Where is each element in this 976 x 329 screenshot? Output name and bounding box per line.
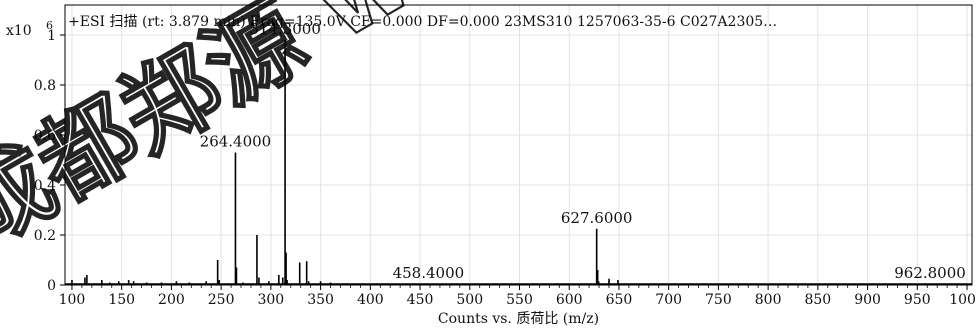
x-tick-label: 350 bbox=[307, 292, 334, 308]
x-tick-label: 100 bbox=[59, 292, 86, 308]
x-tick-label: 850 bbox=[804, 292, 831, 308]
x-tick-label: 150 bbox=[108, 292, 135, 308]
x-axis-ticks: 100 150 200 250 300 350 400 450 500 550 600 650 700 7… bbox=[59, 285, 976, 308]
x-tick-label: 300 bbox=[257, 292, 284, 308]
x-tick-label: 500 bbox=[456, 292, 483, 308]
x-tick-label: 600 bbox=[556, 292, 583, 308]
x-tick-label: 400 bbox=[357, 292, 384, 308]
y-tick-label: 0 bbox=[47, 278, 56, 294]
peak-label: 627.6000 bbox=[561, 209, 633, 227]
x-tick-label: 250 bbox=[208, 292, 235, 308]
x-tick-label: 900 bbox=[854, 292, 881, 308]
x-tick-label: 550 bbox=[506, 292, 533, 308]
x-tick-label: 200 bbox=[158, 292, 185, 308]
y-multiplier-exponent: 6 bbox=[46, 19, 53, 32]
peak-label: 458.4000 bbox=[393, 264, 465, 282]
x-axis-label: Counts vs. 质荷比 (m/z) bbox=[438, 311, 599, 327]
x-tick-label: 950 bbox=[904, 292, 931, 308]
x-tick-label: 650 bbox=[606, 292, 633, 308]
x-tick-label: 800 bbox=[755, 292, 782, 308]
x-tick-label: 450 bbox=[407, 292, 434, 308]
x-tick-label: 700 bbox=[655, 292, 682, 308]
y-tick-label: 0.8 bbox=[34, 78, 56, 94]
y-multiplier-label: x10 bbox=[6, 23, 32, 39]
x-tick-label: 750 bbox=[705, 292, 732, 308]
peak-label: 962.8000 bbox=[894, 264, 966, 282]
